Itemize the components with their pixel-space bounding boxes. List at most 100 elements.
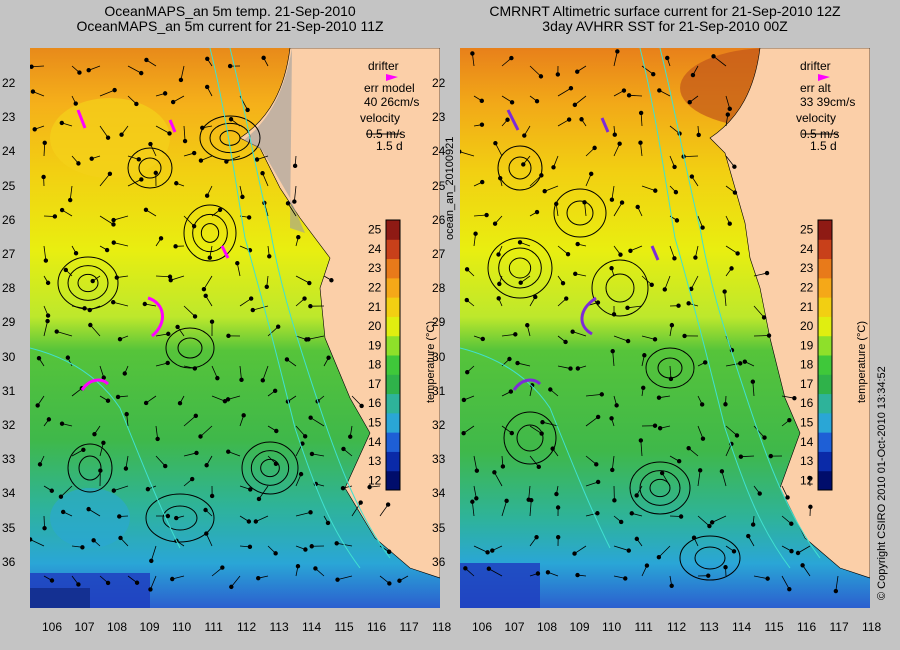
arrow-head [36, 356, 42, 361]
arrow-head [158, 236, 164, 241]
velocity-arrow [183, 305, 196, 317]
drifter-track-3 [220, 245, 230, 259]
colorbar-tick-label: 24 [800, 242, 814, 256]
arrow-head [761, 315, 767, 320]
arrow-head [766, 333, 772, 338]
arrow-head [139, 70, 144, 76]
arrow-head [615, 49, 620, 54]
colorbar-tick-label: 16 [368, 396, 382, 410]
arrow-head [298, 471, 304, 477]
velocity-arrow [725, 362, 741, 367]
right-colorbar-label: temperature (°C) [856, 320, 868, 403]
velocity-arrow [753, 272, 768, 277]
x-tick-label: 109 [139, 620, 160, 634]
arrow-head [167, 131, 172, 136]
arrow-head [634, 536, 640, 542]
velocity-arrow [267, 326, 279, 337]
arrow-head [182, 138, 188, 144]
arrow-head [623, 576, 628, 581]
legend-velocity: velocity [796, 111, 836, 125]
arrow-head [42, 525, 47, 531]
x-tick-label: 109 [569, 620, 590, 634]
arrow-head [119, 132, 124, 137]
arrow-head [545, 570, 551, 575]
arrow-head [308, 415, 313, 420]
arrow-head [676, 303, 681, 308]
arrow-head [548, 387, 553, 392]
arrow-head [582, 200, 587, 205]
side-label: ocean_an_20100921 [444, 136, 456, 240]
arrow-head [174, 515, 179, 521]
arrow-head [672, 164, 677, 170]
arrow-head [63, 267, 69, 273]
arrow-head [37, 462, 43, 467]
arrow-head [525, 323, 530, 328]
velocity-arrow [697, 515, 710, 527]
arrow-head [67, 197, 73, 203]
velocity-arrow [99, 215, 114, 225]
velocity-arrow [529, 500, 532, 517]
arrow-head [367, 484, 372, 490]
legend-err-value: 33 39cm/s [800, 95, 855, 109]
velocity-arrow [295, 275, 310, 284]
arrow-head [143, 207, 149, 213]
arrow-head [43, 258, 49, 263]
arrow-head [52, 214, 58, 219]
arrow-head [732, 190, 738, 195]
arrow-head [82, 306, 87, 311]
arrow-head [732, 164, 737, 169]
y-tick-label: 32 [2, 418, 16, 432]
colorbar-tick-label: 19 [368, 338, 382, 352]
velocity-arrow [471, 501, 475, 517]
arrow-head [711, 54, 716, 59]
arrow-head [73, 251, 79, 256]
arrow-head [470, 51, 475, 56]
arrow-head [738, 361, 743, 366]
arrow-head [275, 324, 281, 329]
arrow-head [198, 158, 204, 163]
arrow-head [385, 502, 391, 507]
arrow-head [474, 468, 480, 473]
arrow-head [145, 486, 151, 492]
velocity-arrow [528, 485, 531, 500]
arrow-head [260, 378, 265, 383]
arrow-head [611, 312, 617, 317]
velocity-arrow [529, 175, 542, 187]
arrow-head [274, 428, 279, 434]
velocity-arrow [200, 425, 213, 437]
arrow-head [163, 463, 168, 469]
velocity-arrow [683, 155, 699, 158]
arrow-head [518, 280, 523, 285]
velocity-arrow [180, 65, 185, 81]
y-tick-label: 24 [432, 144, 446, 159]
arrow-head [690, 72, 696, 78]
arrow-head [461, 430, 466, 436]
arrow-head [191, 223, 197, 229]
arrow-head [572, 102, 578, 108]
arrow-head [653, 188, 658, 193]
velocity-arrow [88, 508, 101, 517]
x-tick-label: 107 [74, 620, 95, 634]
arrow-head [833, 588, 839, 594]
arrow-head [626, 548, 631, 553]
arrow-head [808, 504, 813, 510]
arrow-head [638, 140, 643, 145]
velocity-arrow [494, 472, 503, 487]
velocity-arrow [183, 215, 195, 227]
arrow-head [534, 98, 540, 104]
arrow-head [260, 171, 265, 176]
velocity-arrow [295, 425, 306, 437]
arrow-head [765, 576, 770, 581]
arrow-head [253, 519, 259, 524]
left-title-line2: OceanMAPS_an 5m current for 21-Sep-2010 … [76, 18, 384, 34]
arrow-head [678, 514, 684, 519]
arrow-head [674, 218, 680, 223]
arrow-head [174, 181, 179, 186]
velocity-arrow [612, 351, 615, 367]
velocity-arrow [613, 202, 623, 217]
velocity-arrow [640, 142, 643, 157]
arrow-head [480, 179, 485, 185]
arrow-head [727, 106, 732, 112]
arrow-head [542, 189, 547, 194]
legend-velocity-scale: 0.5 m/s [366, 127, 405, 141]
